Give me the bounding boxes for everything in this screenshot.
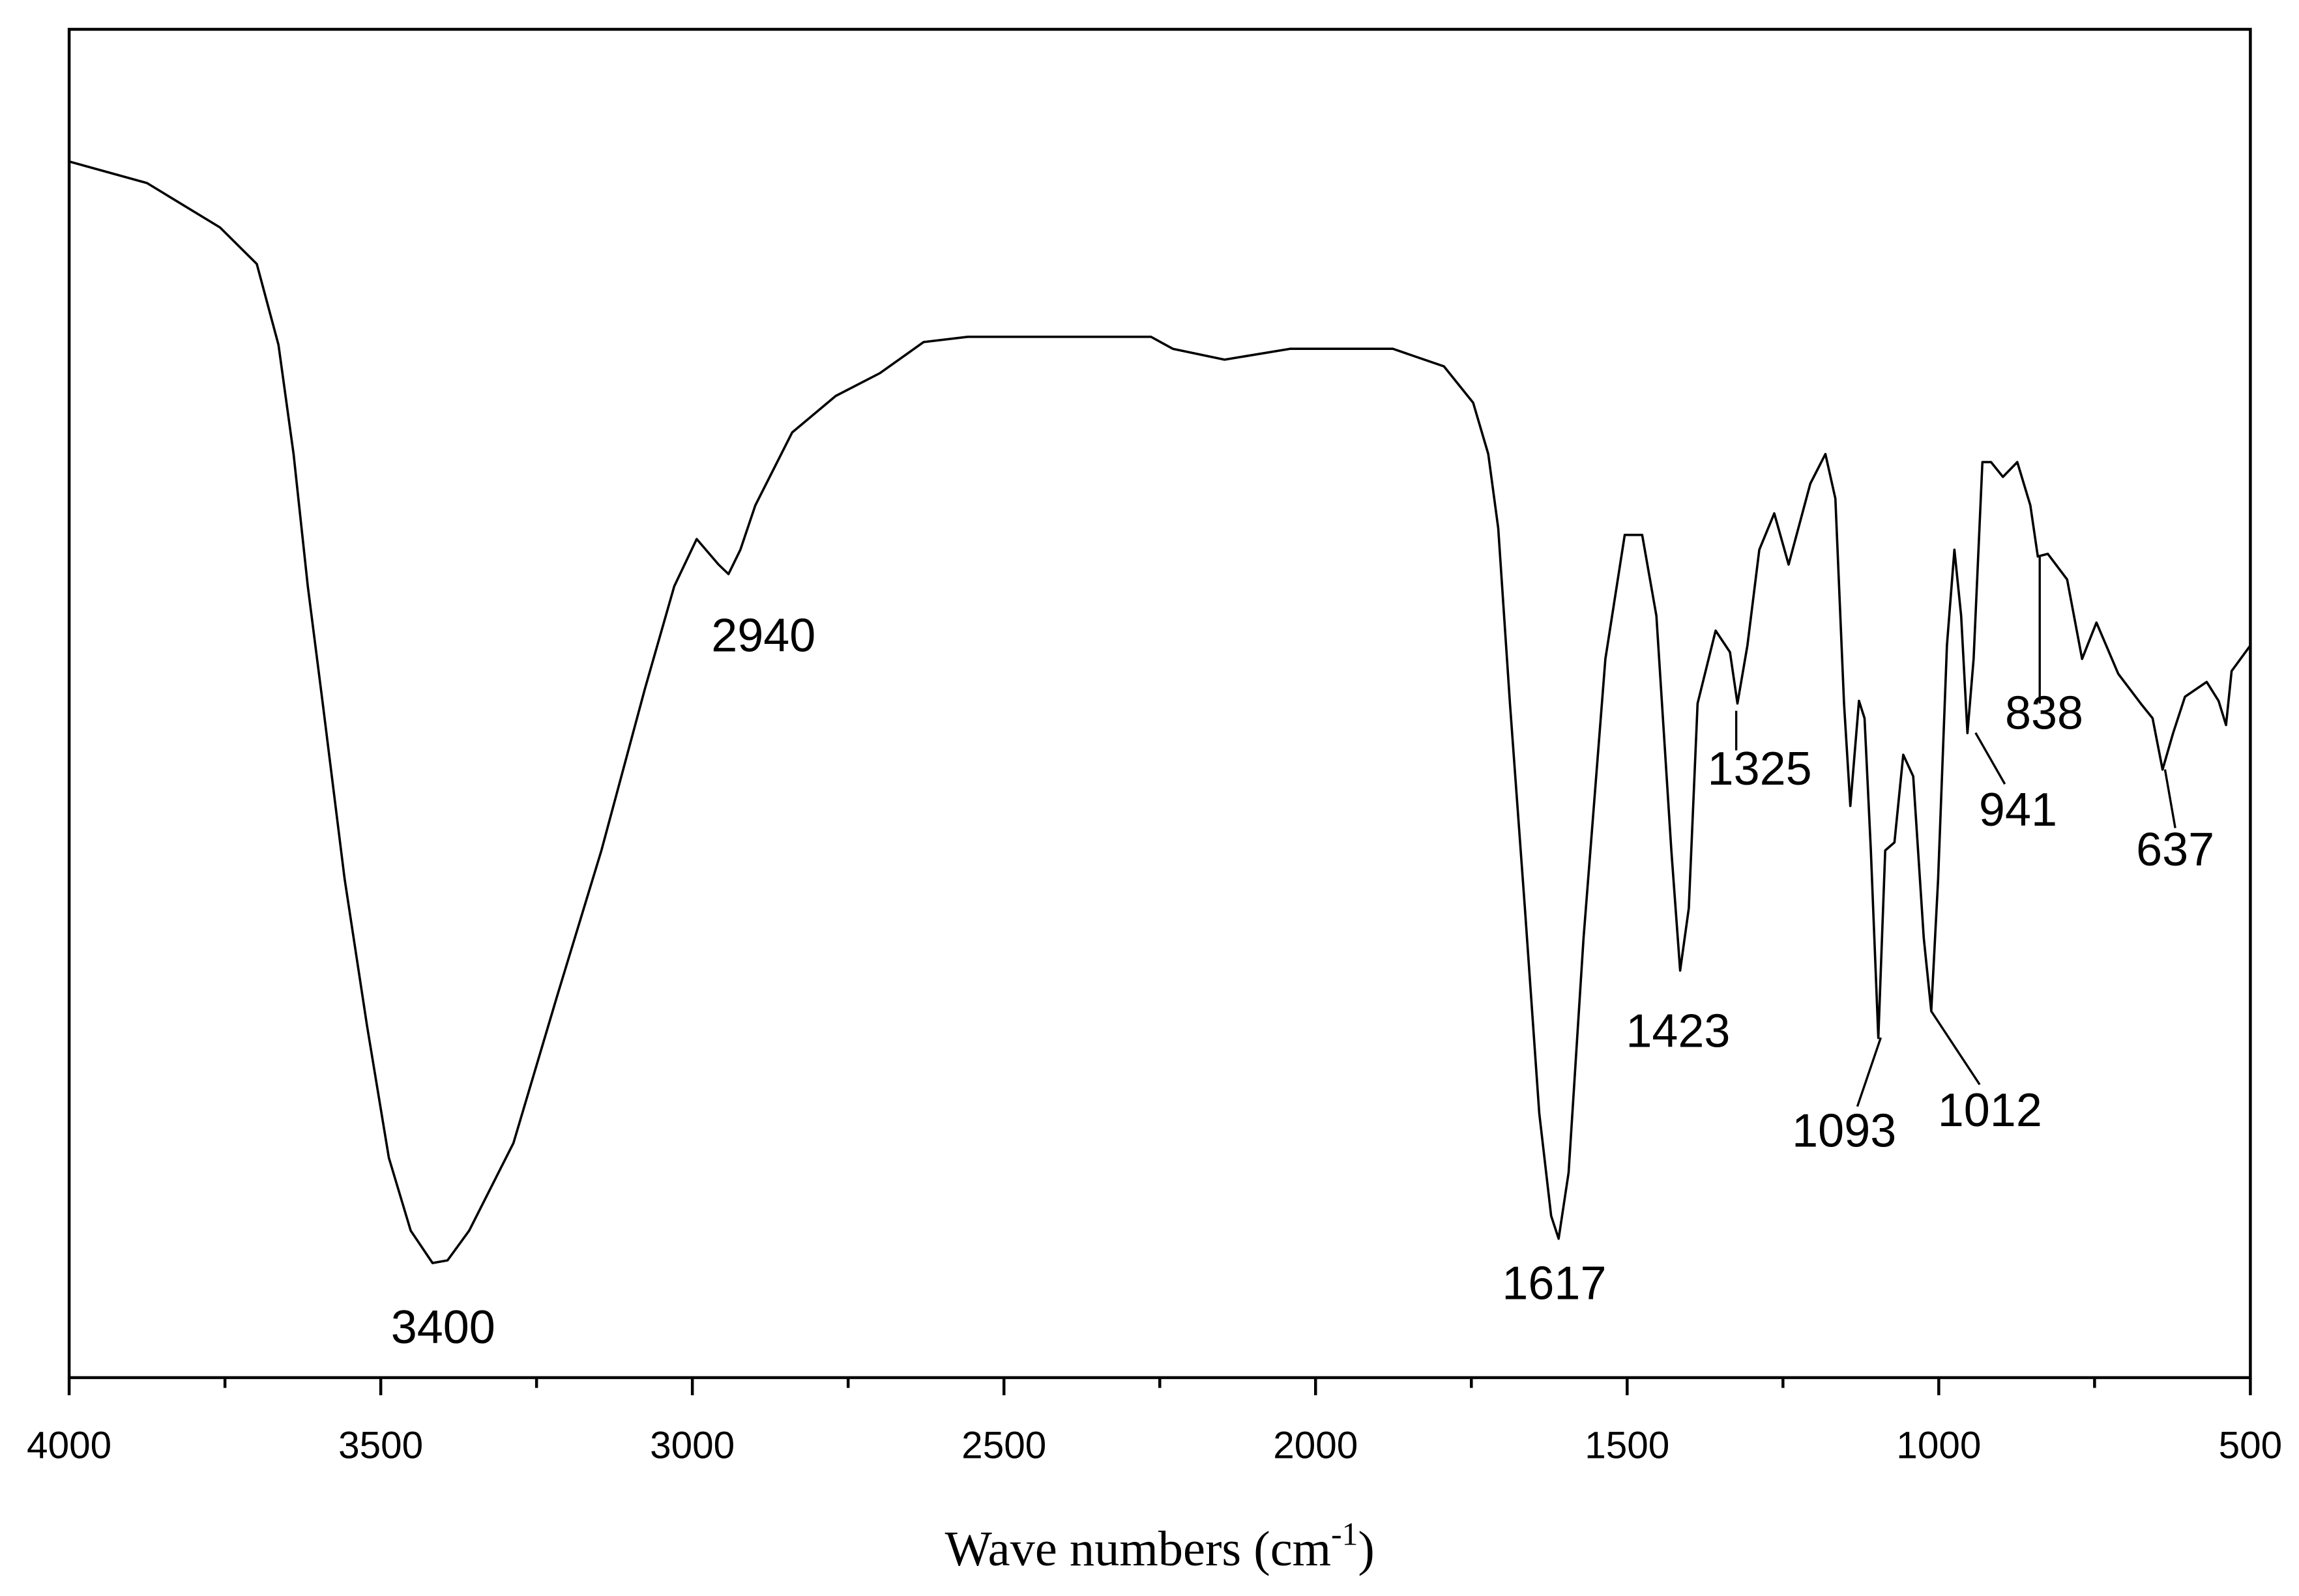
x-axis-label-sup: -1 [1331,1516,1358,1552]
x-tick-label: 1500 [1585,1425,1669,1467]
peak-label: 1012 [1938,1084,2042,1137]
x-axis-label-text: Wave numbers (cm [945,1521,1332,1576]
peak-label: 941 [1979,784,2057,836]
x-tick-label: 2500 [961,1425,1046,1467]
peak-label: 1325 [1708,743,1812,795]
x-tick-label: 4000 [27,1425,111,1467]
x-tick-label: 3500 [338,1425,423,1467]
x-tick-label: 500 [2219,1425,2283,1467]
spectrum-line [68,160,2251,1264]
x-axis-label-end: ) [1358,1521,1374,1576]
leader-line [1856,1037,1882,1107]
peak-label: 1093 [1792,1105,1896,1157]
x-tick-label: 1000 [1896,1425,1981,1467]
x-tick-label: 3000 [650,1425,735,1467]
leader-line [1930,1010,1981,1086]
leader-line [2163,769,2176,828]
peak-label: 1617 [1502,1258,1606,1310]
plot-frame [67,27,2252,1380]
leader-line [1974,732,2006,785]
peak-label: 838 [2005,688,2083,740]
x-axis-label: Wave numbers (cm-1) [945,1516,1375,1576]
peak-label: 637 [2136,824,2214,876]
peak-label: 3400 [391,1301,495,1354]
peak-label: 1423 [1626,1006,1730,1058]
peak-label: 2940 [711,610,815,662]
x-tick-label: 2000 [1273,1425,1358,1467]
